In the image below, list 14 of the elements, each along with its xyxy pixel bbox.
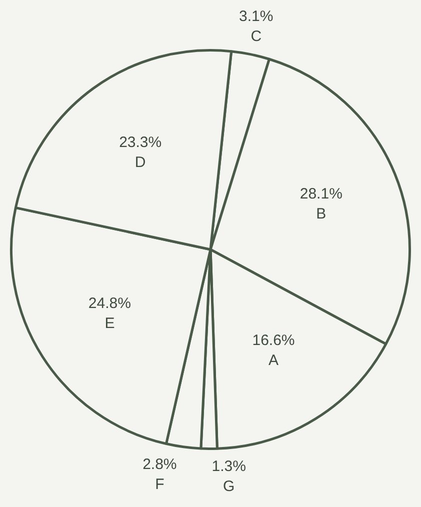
slice-label: G	[223, 478, 235, 495]
data-label: 23.3%	[119, 134, 162, 151]
data-label: 2.8%	[142, 456, 177, 473]
slice-label: A	[268, 352, 279, 370]
data-label: 24.8%	[88, 294, 131, 312]
data-label: 3.1%	[239, 8, 274, 26]
data-label: 1.3%	[212, 458, 246, 475]
slice-label: F	[155, 476, 164, 493]
slice-label: D	[134, 154, 146, 171]
slice-label: C	[250, 28, 262, 46]
slice-label: B	[316, 205, 326, 222]
slice-label: E	[104, 314, 115, 332]
data-label: 28.1%	[300, 185, 342, 202]
data-label: 16.6%	[252, 332, 295, 350]
